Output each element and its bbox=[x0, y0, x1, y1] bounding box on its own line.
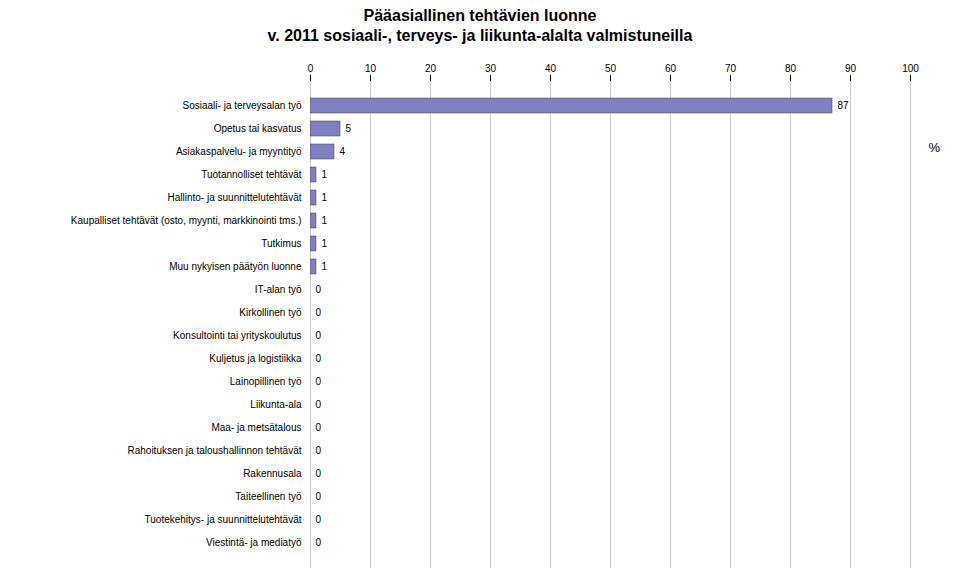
svg-text:Taiteellinen työ: Taiteellinen työ bbox=[235, 491, 302, 502]
html-text:Pääasiallinen tehtävien luonne: Pääasiallinen tehtävien luonne bbox=[363, 7, 597, 24]
svg-text:1: 1 bbox=[322, 169, 328, 180]
svg-text:0: 0 bbox=[316, 376, 322, 387]
svg-text:90: 90 bbox=[845, 63, 857, 74]
svg-text:70: 70 bbox=[725, 63, 737, 74]
svg-text:Kaupalliset tehtävät (osto, my: Kaupalliset tehtävät (osto, myynti, mark… bbox=[71, 215, 302, 226]
svg-text:Sosiaali- ja terveysalan työ: Sosiaali- ja terveysalan työ bbox=[183, 100, 302, 111]
svg-text:Hallinto- ja suunnittelutehtäv: Hallinto- ja suunnittelutehtävät bbox=[168, 192, 302, 203]
svg-text:0: 0 bbox=[316, 468, 322, 479]
svg-text:60: 60 bbox=[665, 63, 677, 74]
svg-text:0: 0 bbox=[316, 353, 322, 364]
svg-text:IT-alan työ: IT-alan työ bbox=[255, 284, 302, 295]
svg-text:1: 1 bbox=[322, 215, 328, 226]
svg-text:Maa- ja metsätalous: Maa- ja metsätalous bbox=[211, 422, 301, 433]
svg-text:20: 20 bbox=[425, 63, 437, 74]
svg-text:0: 0 bbox=[316, 445, 322, 456]
svg-text:4: 4 bbox=[340, 146, 346, 157]
svg-text:87: 87 bbox=[838, 100, 850, 111]
svg-text:0: 0 bbox=[316, 307, 322, 318]
svg-text:1: 1 bbox=[322, 261, 328, 272]
svg-text:0: 0 bbox=[316, 399, 322, 410]
svg-text:Konsultointi tai yrityskoulutu: Konsultointi tai yrityskoulutus bbox=[173, 330, 301, 341]
svg-text:0: 0 bbox=[316, 537, 322, 548]
svg-text:40: 40 bbox=[545, 63, 557, 74]
svg-text:0: 0 bbox=[316, 491, 322, 502]
html-text:v. 2011 sosiaali-, terveys- ja: v. 2011 sosiaali-, terveys- ja liikunta-… bbox=[267, 27, 693, 44]
svg-text:0: 0 bbox=[316, 330, 322, 341]
svg-text:Lainopillinen työ: Lainopillinen työ bbox=[230, 376, 302, 387]
svg-text:Kirkollinen työ: Kirkollinen työ bbox=[239, 307, 302, 318]
svg-text:1: 1 bbox=[322, 238, 328, 249]
svg-text:%: % bbox=[929, 140, 941, 155]
svg-text:80: 80 bbox=[785, 63, 797, 74]
svg-text:5: 5 bbox=[346, 123, 352, 134]
svg-text:Rahoituksen ja taloushallinnon: Rahoituksen ja taloushallinnon tehtävät bbox=[127, 445, 301, 456]
svg-text:0: 0 bbox=[316, 422, 322, 433]
svg-text:Tuotannolliset tehtävät: Tuotannolliset tehtävät bbox=[201, 169, 301, 180]
svg-text:1: 1 bbox=[322, 192, 328, 203]
svg-text:Tutkimus: Tutkimus bbox=[261, 238, 301, 249]
svg-text:Tuotekehitys- ja suunnittelute: Tuotekehitys- ja suunnittelutehtävät bbox=[145, 514, 302, 525]
svg-text:100: 100 bbox=[902, 63, 919, 74]
svg-text:30: 30 bbox=[485, 63, 497, 74]
svg-text:0: 0 bbox=[316, 284, 322, 295]
svg-text:Muu nykyisen päätyön luonne: Muu nykyisen päätyön luonne bbox=[169, 261, 302, 272]
svg-text:0: 0 bbox=[308, 63, 314, 74]
svg-text:Rakennusala: Rakennusala bbox=[243, 468, 302, 479]
svg-text:0: 0 bbox=[316, 514, 322, 525]
svg-text:10: 10 bbox=[365, 63, 377, 74]
svg-text:50: 50 bbox=[605, 63, 617, 74]
svg-text:Opetus tai kasvatus: Opetus tai kasvatus bbox=[214, 123, 302, 134]
svg-text:Viestintä- ja mediatyö: Viestintä- ja mediatyö bbox=[206, 537, 302, 548]
svg-text:Liikunta-ala: Liikunta-ala bbox=[250, 399, 302, 410]
svg-text:Asiakaspalvelu- ja myyntityö: Asiakaspalvelu- ja myyntityö bbox=[176, 146, 302, 157]
svg-text:Kuljetus ja logistiikka: Kuljetus ja logistiikka bbox=[209, 353, 302, 364]
